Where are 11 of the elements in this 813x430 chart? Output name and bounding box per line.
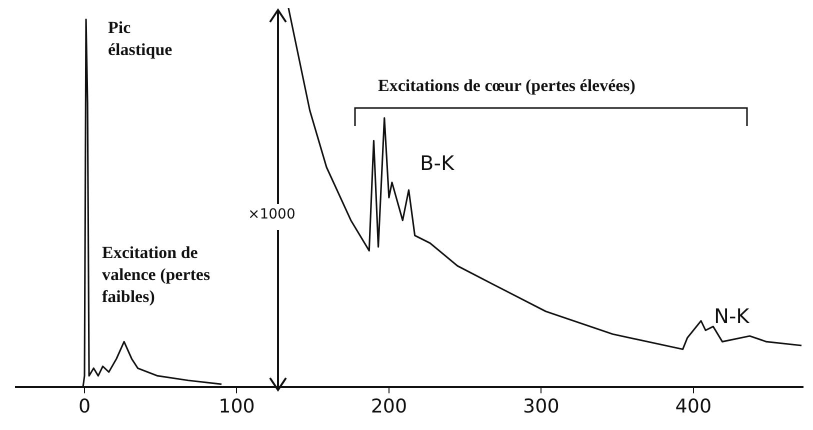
x-tick-label: 200 bbox=[370, 396, 408, 418]
x-tick-label: 100 bbox=[218, 396, 255, 418]
x-tick-label: 300 bbox=[523, 396, 560, 418]
annotation: N-K bbox=[714, 304, 750, 328]
x-tick-label: 0 bbox=[78, 396, 91, 418]
x-tick-label: 400 bbox=[675, 396, 712, 418]
annotation: ×1000 bbox=[248, 206, 296, 223]
annotation: Excitations de cœur (pertes élevées) bbox=[378, 76, 636, 95]
annotation: B-K bbox=[420, 151, 455, 176]
annotation: Pic élastique bbox=[108, 18, 173, 59]
annotation: Excitation de valence (pertes faibles) bbox=[102, 242, 210, 306]
